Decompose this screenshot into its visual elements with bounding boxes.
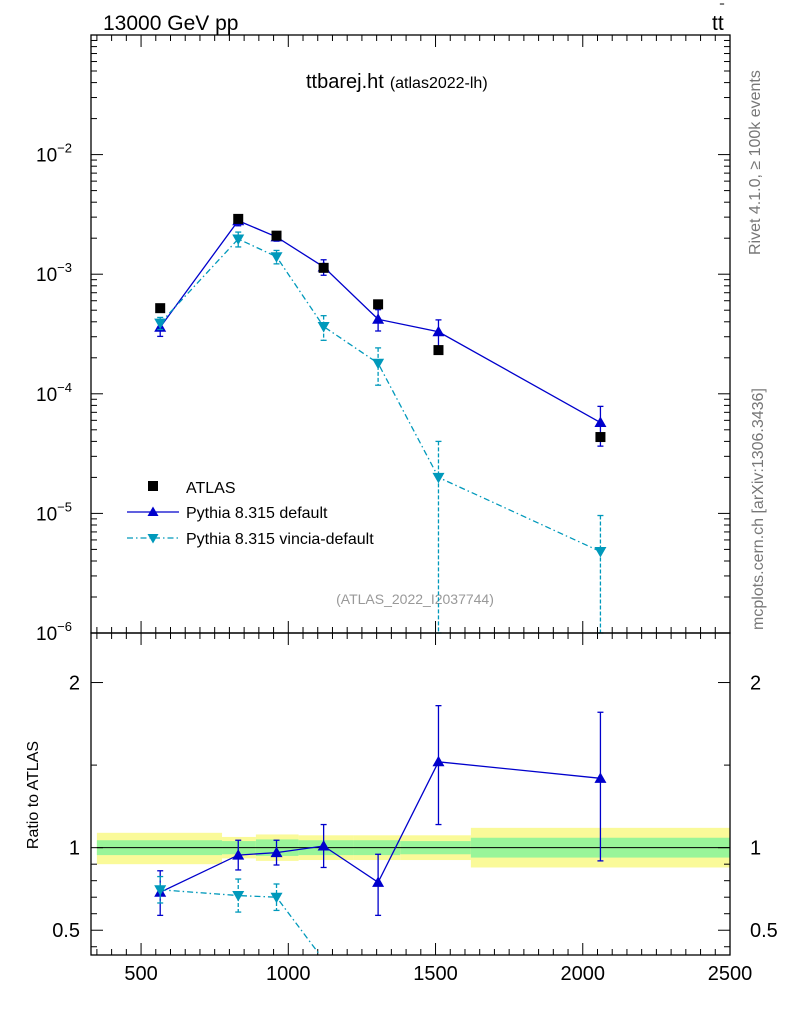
- ratio-axes: 500 1000 1500 2000 2500 2 2 1 1 0.5 0.5: [52, 673, 778, 985]
- vincia-point: [317, 322, 330, 333]
- atlas-point: [595, 432, 606, 443]
- ratio-default-point: [432, 755, 445, 767]
- ratio-default-point: [232, 849, 245, 860]
- ratio-vincia-point: [154, 885, 167, 896]
- ratio-default-point: [372, 876, 385, 887]
- ratio-default-point: [594, 772, 607, 783]
- process-label: tt: [712, 12, 724, 35]
- vincia-point: [594, 547, 607, 558]
- ratio-y-tick-label: 0.5: [52, 920, 80, 942]
- legend-atlas-label: ATLAS: [186, 480, 236, 497]
- y-tick-label: 10−2: [36, 141, 72, 167]
- ratio-default-line: [159, 761, 601, 893]
- ratio-y-tick-label: 2: [69, 673, 80, 695]
- ratio-frame: [90, 632, 731, 956]
- rivet-label: Rivet 4.1.0, ≥ 100k events: [747, 70, 764, 255]
- ratio-vincia-point: [232, 891, 245, 902]
- ratio-plot-marks: [154, 705, 607, 956]
- vincia-point: [232, 234, 245, 245]
- ratio-default-point: [317, 840, 330, 851]
- x-tick-label: 500: [124, 963, 157, 985]
- atlas-point: [271, 230, 282, 241]
- ratio-default-point: [270, 846, 283, 858]
- atlas-point: [373, 299, 384, 310]
- vincia-point: [372, 358, 385, 370]
- plot-title: ttbarej.ht (atlas2022-lh): [306, 71, 488, 93]
- legend-default-label: Pythia 8.315 default: [186, 505, 328, 522]
- vincia-point: [270, 252, 283, 263]
- x-tick-label: 2500: [708, 963, 753, 985]
- ratio-y-tick-label-right: 2: [750, 673, 761, 695]
- ratio-bands: [96, 827, 730, 868]
- y-tick-label: 10−5: [36, 499, 72, 525]
- legend-vincia-marker: [147, 534, 159, 544]
- x-tick-label: 1500: [413, 963, 458, 985]
- vincia-point: [432, 472, 445, 484]
- atlas-point: [233, 213, 244, 224]
- ratio-y-tick-label-right: 1: [750, 838, 761, 860]
- process-label-main: tt: [712, 12, 724, 35]
- atlas-point: [433, 345, 444, 356]
- main-plot-marks: [154, 213, 607, 634]
- ratio-y-tick-label-right: 0.5: [750, 920, 778, 942]
- ratio-y-label: Ratio to ATLAS: [25, 741, 42, 849]
- atlas-point: [155, 303, 166, 314]
- legend-vincia-label: Pythia 8.315 vincia-default: [186, 531, 374, 548]
- legend-atlas-marker: [148, 481, 158, 491]
- ratio-vincia-line: [160, 889, 321, 956]
- atlas-point: [318, 262, 329, 273]
- y-tick-label: 10−4: [36, 380, 72, 406]
- ratio-vincia-point: [270, 892, 283, 904]
- legend: ATLAS Pythia 8.315 default Pythia 8.315 …: [127, 480, 374, 548]
- plot-title-main: ttbarej.ht: [306, 71, 384, 93]
- energy-label: 13000 GeV pp: [103, 12, 238, 35]
- default-point: [432, 325, 445, 337]
- ratio-y-tick-label: 1: [69, 838, 80, 860]
- default-point: [594, 416, 607, 428]
- process-overline: ̄: [719, 3, 725, 5]
- y-tick-label: 10−6: [36, 619, 72, 645]
- default-point: [372, 313, 385, 324]
- legend-default-marker: [147, 506, 159, 516]
- analysis-watermark: (ATLAS_2022_I2037744): [336, 591, 494, 607]
- x-tick-label: 2000: [561, 963, 606, 985]
- y-tick-label: 10−3: [36, 260, 72, 286]
- plot-title-sub: (atlas2022-lh): [390, 75, 488, 92]
- mcplots-label: mcplots.cern.ch [arXiv:1306.3436]: [750, 388, 767, 630]
- main-axes: 10−2 10−3 10−4 10−5 10−6: [36, 35, 731, 955]
- x-tick-label: 1000: [266, 963, 311, 985]
- vincia-point: [154, 318, 167, 330]
